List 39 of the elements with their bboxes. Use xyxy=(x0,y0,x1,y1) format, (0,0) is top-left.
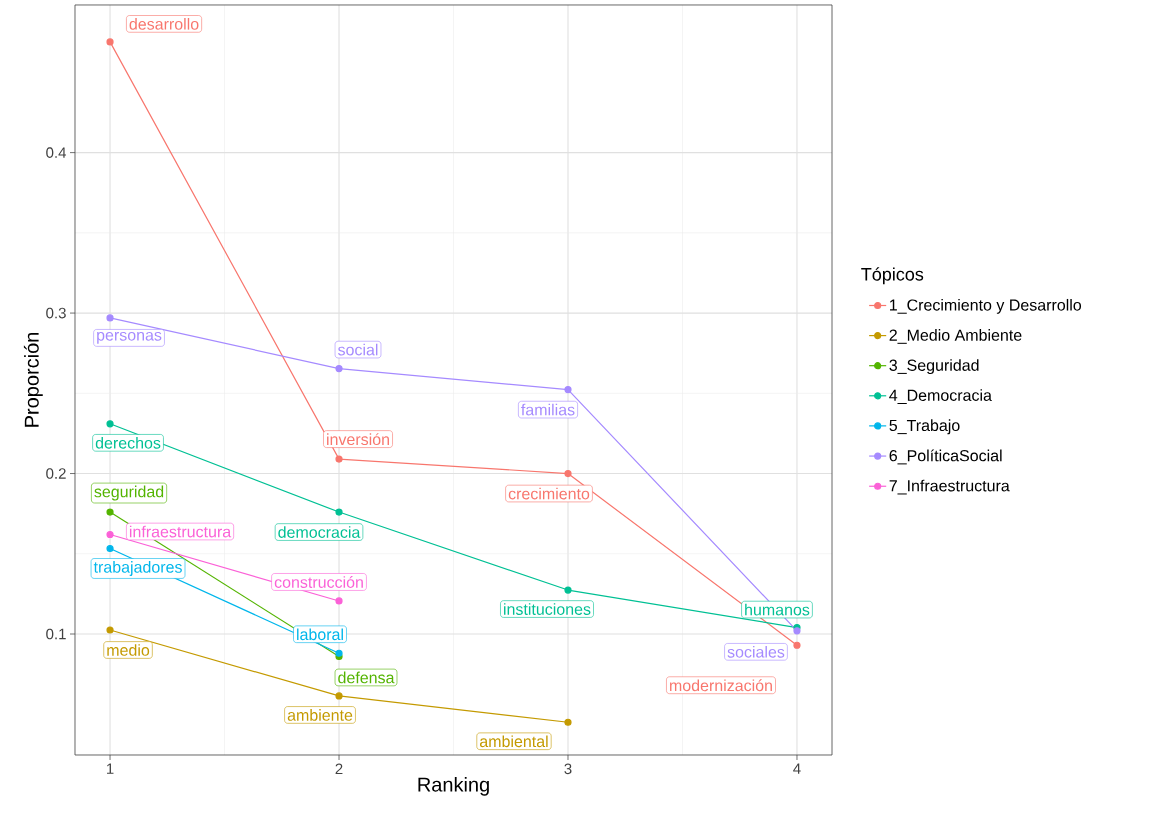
data-label: inversión xyxy=(327,433,389,446)
legend-label: 3_Seguridad xyxy=(889,359,979,375)
legend-label: 6_PolíticaSocial xyxy=(889,449,1002,465)
data-label: medio xyxy=(107,644,150,656)
legend-title: Tópicos xyxy=(861,267,924,285)
x-tick-label: 4 xyxy=(793,763,801,774)
data-label: construcción xyxy=(274,575,363,588)
y-axis-title: Proporción xyxy=(23,332,43,427)
data-label: social xyxy=(338,343,378,356)
data-label: desarrollo xyxy=(129,18,199,30)
legend-label: 1_Crecimiento y Desarrollo xyxy=(890,298,1082,314)
data-label: sociales xyxy=(727,645,785,658)
y-tick-label: 0.4 xyxy=(46,147,67,158)
data-label: ambiental xyxy=(479,735,548,748)
data-label: ambiente xyxy=(287,709,353,721)
data-label: defensa xyxy=(338,671,395,684)
data-label: derechos xyxy=(95,436,161,449)
legend-label: 7_Infraestructura xyxy=(889,479,1010,495)
x-axis-title: Ranking xyxy=(418,777,489,796)
x-tick-label: 2 xyxy=(335,763,343,775)
y-tick-label: 0.2 xyxy=(46,468,66,479)
data-label: infraestructura xyxy=(129,525,232,538)
legend-label: 5_Trabajo xyxy=(889,419,960,435)
data-label: democracia xyxy=(278,526,361,538)
data-label: familias xyxy=(521,403,575,416)
data-label: seguridad xyxy=(94,485,164,501)
data-label: laboral xyxy=(297,628,343,641)
data-label: trabajadores xyxy=(93,561,182,576)
data-label: personas xyxy=(97,331,162,344)
x-tick-label: 3 xyxy=(564,763,572,775)
data-label: humanos xyxy=(745,603,810,616)
legend-label: 2_Medio Ambiente xyxy=(889,329,1022,344)
data-label: modernización xyxy=(670,679,772,692)
x-tick-label: 1 xyxy=(107,763,114,774)
data-label: crecimiento xyxy=(508,487,590,500)
y-tick-label: 0.1 xyxy=(46,628,66,640)
legend-label: 4_Democracia xyxy=(889,389,992,405)
data-label: instituciones xyxy=(504,603,591,615)
y-tick-label: 0.3 xyxy=(46,307,66,319)
